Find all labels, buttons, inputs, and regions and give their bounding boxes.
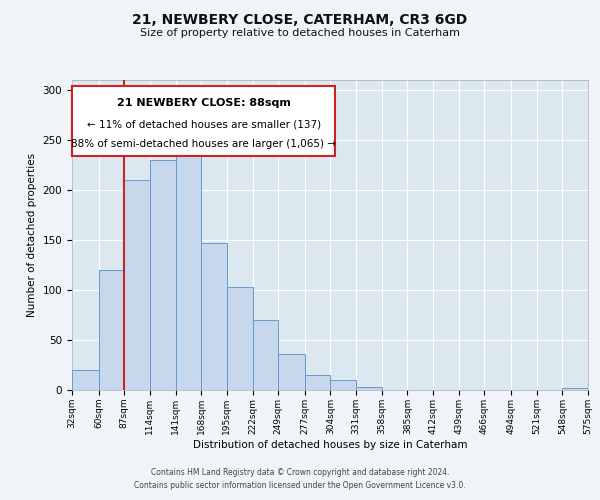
Text: 21, NEWBERY CLOSE, CATERHAM, CR3 6GD: 21, NEWBERY CLOSE, CATERHAM, CR3 6GD: [133, 12, 467, 26]
Text: 21 NEWBERY CLOSE: 88sqm: 21 NEWBERY CLOSE: 88sqm: [116, 98, 290, 108]
Bar: [331, 380, 356, 390]
Bar: [124, 180, 150, 390]
Text: Contains public sector information licensed under the Open Government Licence v3: Contains public sector information licen…: [134, 480, 466, 490]
Y-axis label: Number of detached properties: Number of detached properties: [27, 153, 37, 317]
Bar: [253, 320, 278, 390]
Text: ← 11% of detached houses are smaller (137): ← 11% of detached houses are smaller (13…: [86, 120, 320, 130]
Bar: [356, 387, 382, 390]
Bar: [150, 160, 176, 390]
X-axis label: Distribution of detached houses by size in Caterham: Distribution of detached houses by size …: [193, 440, 467, 450]
Text: Contains HM Land Registry data © Crown copyright and database right 2024.: Contains HM Land Registry data © Crown c…: [151, 468, 449, 477]
Text: 88% of semi-detached houses are larger (1,065) →: 88% of semi-detached houses are larger (…: [71, 138, 336, 149]
Bar: [227, 287, 253, 390]
Bar: [176, 140, 201, 390]
Bar: [98, 270, 124, 390]
Text: Size of property relative to detached houses in Caterham: Size of property relative to detached ho…: [140, 28, 460, 38]
Bar: [72, 86, 335, 156]
Bar: [201, 243, 227, 390]
Bar: [72, 370, 98, 390]
Bar: [305, 375, 331, 390]
Bar: [278, 354, 305, 390]
Bar: [562, 388, 588, 390]
